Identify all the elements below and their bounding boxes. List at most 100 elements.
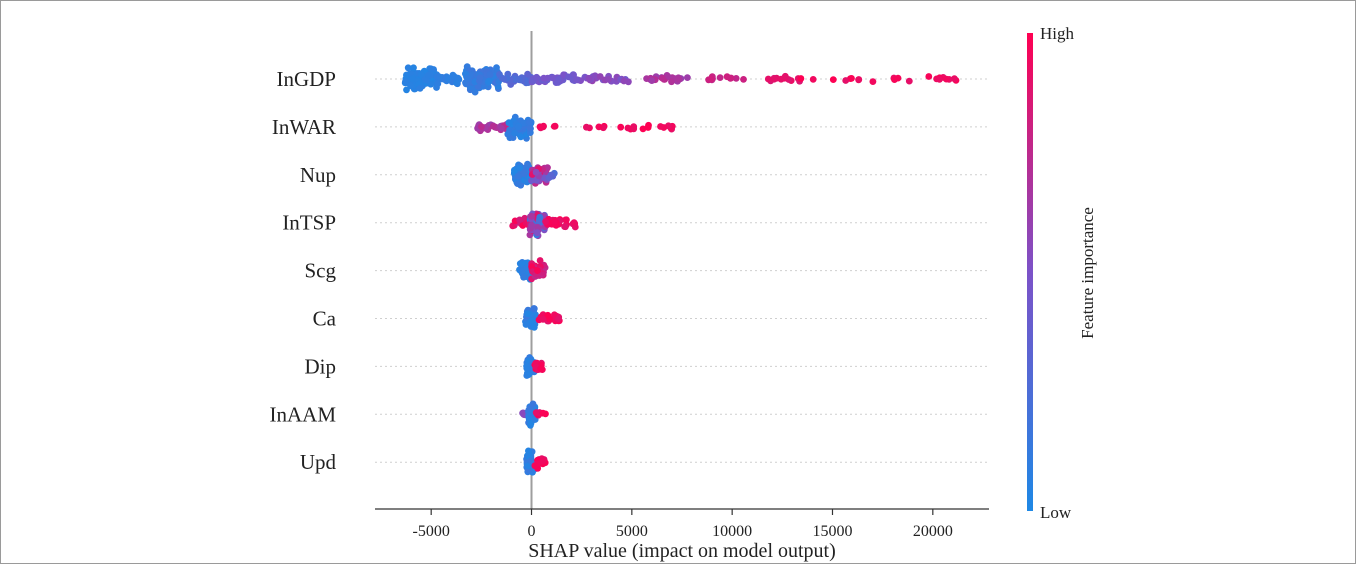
shap-point	[403, 86, 410, 94]
shap-point	[624, 124, 632, 132]
shap-point	[727, 74, 734, 82]
shap-point	[648, 77, 656, 84]
shap-point	[668, 78, 675, 86]
shap-point	[522, 321, 530, 328]
shap-point	[777, 75, 785, 83]
shap-point	[417, 70, 425, 78]
shap-point	[855, 76, 863, 83]
shap-point	[516, 216, 523, 224]
shap-point	[573, 76, 580, 84]
feature-label-scg: Scg	[305, 259, 337, 283]
shap-point	[550, 218, 558, 226]
shap-point	[532, 168, 540, 176]
shap-point	[595, 123, 603, 131]
shap-point	[544, 311, 552, 319]
shap-point	[536, 213, 544, 221]
shap-point	[809, 76, 817, 83]
shap-point	[708, 75, 715, 83]
shap-point	[657, 123, 664, 130]
shap-point	[532, 409, 540, 416]
shap-point	[525, 447, 532, 455]
shap-point	[925, 73, 933, 80]
shap-point	[540, 74, 548, 82]
colorbar	[1027, 33, 1033, 511]
shap-point	[936, 76, 943, 83]
x-axis-label: SHAP value (impact on model output)	[528, 540, 836, 562]
points-layer	[401, 63, 960, 476]
shap-point	[534, 223, 541, 231]
shap-point	[516, 260, 524, 267]
shap-point	[511, 129, 518, 137]
shap-point	[485, 77, 493, 85]
shap-point	[505, 119, 513, 127]
x-tick-label: -5000	[413, 523, 450, 540]
shap-point	[617, 123, 625, 131]
x-tick-label: 10000	[712, 523, 752, 540]
colorbar-high-label: High	[1040, 24, 1075, 43]
shap-point	[596, 73, 604, 80]
shap-point	[537, 365, 545, 373]
shap-point	[444, 75, 452, 82]
shap-point	[848, 75, 855, 82]
shap-point	[658, 74, 666, 82]
shap-point	[498, 124, 505, 132]
shap-point	[533, 73, 540, 81]
shap-point	[464, 74, 472, 82]
shap-point	[528, 221, 535, 229]
shap-point	[504, 130, 512, 138]
shap-point	[434, 80, 442, 88]
x-tick-label: 5000	[616, 523, 648, 540]
shap-point	[436, 73, 443, 81]
shap-point	[764, 75, 772, 83]
shap-point	[404, 64, 412, 72]
shap-point	[585, 74, 593, 82]
shap-point	[514, 123, 522, 131]
shap-point	[562, 223, 569, 231]
shap-point	[427, 80, 435, 88]
shap-point	[520, 170, 528, 178]
shap-point	[545, 174, 553, 182]
feature-label-intsp: InTSP	[282, 211, 336, 235]
feature-label-upd: Upd	[300, 450, 337, 474]
shap-point	[500, 75, 507, 83]
x-tick-label: 20000	[913, 523, 953, 540]
shap-point	[525, 370, 533, 378]
shap-point	[536, 257, 544, 264]
shap-point	[905, 77, 913, 85]
shap-point	[549, 74, 557, 82]
shap-point	[630, 125, 638, 133]
feature-label-inaam: InAAM	[270, 402, 337, 426]
shap-point	[539, 409, 547, 417]
shap-point	[524, 310, 532, 318]
x-tick-label: 0	[528, 523, 536, 540]
shap-point	[732, 75, 740, 82]
grid-layer	[375, 78, 989, 463]
shap-point	[534, 267, 541, 274]
shap-point	[583, 123, 590, 131]
shap-point	[530, 305, 538, 312]
shap-point	[528, 317, 536, 325]
shap-point	[524, 70, 531, 78]
feature-label-ingdp: InGDP	[276, 67, 336, 91]
shap-point	[449, 71, 457, 79]
shap-point	[524, 160, 531, 168]
colorbar-title: Feature importance	[1078, 207, 1097, 339]
shap-point	[514, 172, 522, 180]
shap-point	[407, 82, 415, 90]
shap-point	[829, 76, 837, 83]
shap-point	[740, 76, 747, 83]
shap-point	[424, 71, 432, 79]
shap-point	[770, 75, 778, 83]
shap-point	[402, 78, 409, 85]
shap-point	[533, 229, 541, 237]
shap-point	[542, 218, 549, 226]
shap-point	[530, 324, 538, 331]
shap-point	[842, 77, 850, 84]
shap-point	[551, 122, 559, 130]
shap-point	[639, 125, 647, 133]
shap-point	[520, 273, 527, 281]
shap-point	[529, 400, 537, 408]
shap-point	[486, 71, 494, 78]
